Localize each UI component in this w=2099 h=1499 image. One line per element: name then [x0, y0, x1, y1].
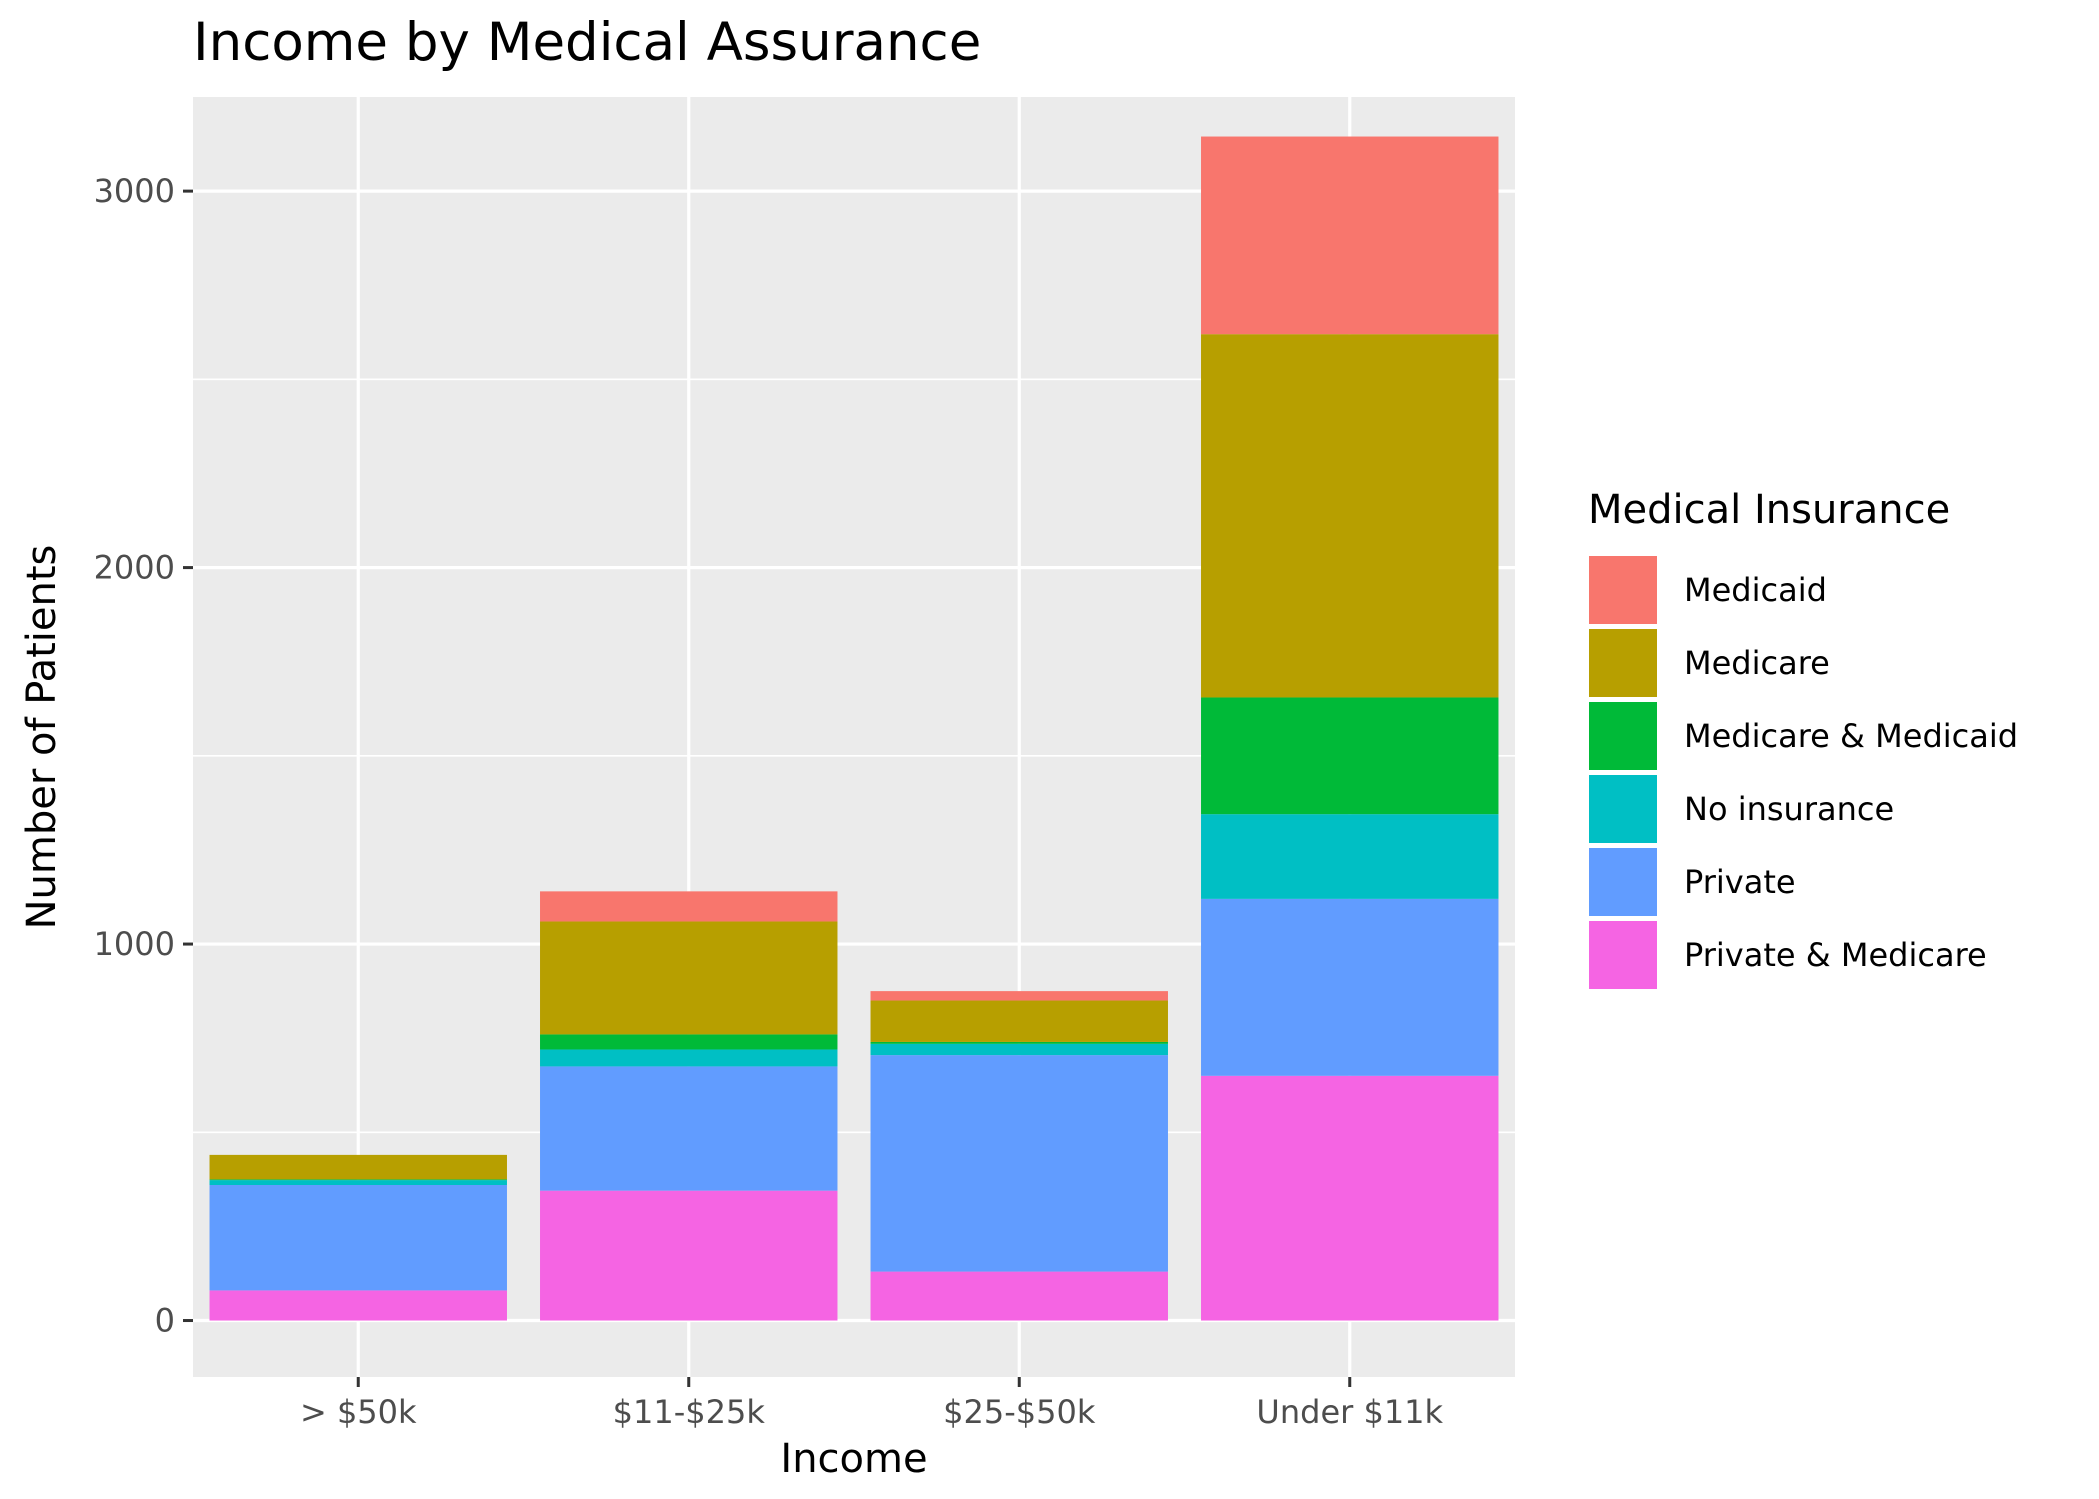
bar-segment: [1201, 697, 1499, 815]
bar-segment: [870, 1000, 1168, 1042]
y-tick-label: 3000: [94, 172, 175, 210]
bar-segment: [1201, 136, 1499, 335]
bar-segment: [870, 1055, 1168, 1272]
bars: [209, 136, 1499, 1321]
bar-segment: [1201, 334, 1499, 698]
bar-segment: [540, 1066, 838, 1191]
legend-label: Medicaid: [1684, 571, 1827, 609]
bar-segment: [1201, 814, 1499, 899]
chart-title: Income by Medical Assurance: [193, 12, 981, 73]
bar-segment: [209, 1154, 507, 1180]
legend: Medical Insurance Medicaid Medicare Medica…: [1587, 487, 2018, 991]
legend-label: Private & Medicare: [1684, 936, 1987, 974]
y-tick-label: 1000: [94, 925, 175, 963]
bar-segment: [540, 891, 838, 922]
y-tick-label: 2000: [94, 549, 175, 587]
y-axis-title: Number of Patients: [19, 545, 65, 930]
bar-segment: [870, 1043, 1168, 1056]
legend-key: [1587, 554, 1659, 626]
y-axis: 0 1000 2000 3000: [94, 172, 193, 1340]
legend-key: [1587, 919, 1659, 991]
legend-label: Medicare & Medicaid: [1684, 717, 2018, 755]
bar-segment: [540, 1049, 838, 1067]
bar-segment: [540, 1190, 838, 1321]
legend-label: No insurance: [1684, 790, 1894, 828]
x-tick-label: > $50k: [300, 1393, 417, 1431]
bar-segment: [870, 1271, 1168, 1321]
bar-segment: [870, 991, 1168, 1001]
bar-segment: [209, 1290, 507, 1321]
bar-segment: [540, 1034, 838, 1050]
bar-segment: [209, 1179, 507, 1181]
x-tick-label: $25-$50k: [943, 1393, 1096, 1431]
x-axis: > $50k $11-$25k $25-$50k Under $11k: [300, 1377, 1444, 1431]
legend-title: Medical Insurance: [1588, 487, 1950, 533]
legend-key: [1587, 627, 1659, 699]
bar-segment: [540, 921, 838, 1035]
bar-segment: [209, 1180, 507, 1185]
legend-key: [1587, 773, 1659, 845]
y-tick-label: 0: [155, 1302, 175, 1340]
bar-segment: [1201, 1075, 1499, 1321]
legend-key: [1587, 846, 1659, 918]
bar-segment: [209, 1185, 507, 1291]
x-axis-title: Income: [780, 1436, 927, 1482]
bar-segment: [1201, 898, 1499, 1076]
legend-label: Medicare: [1684, 644, 1830, 682]
bar-segment: [870, 1041, 1168, 1044]
x-tick-label: Under $11k: [1256, 1393, 1443, 1431]
legend-key: [1587, 700, 1659, 772]
legend-label: Private: [1684, 863, 1796, 901]
x-tick-label: $11-$25k: [613, 1393, 766, 1431]
